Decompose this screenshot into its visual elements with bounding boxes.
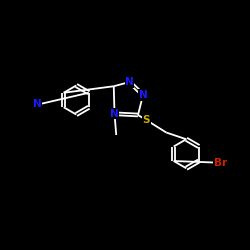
Text: N: N (138, 90, 147, 100)
Text: N: N (125, 77, 134, 87)
Text: N: N (110, 109, 119, 119)
Text: S: S (142, 115, 150, 125)
Text: N: N (33, 99, 42, 109)
Text: Br: Br (214, 158, 227, 168)
